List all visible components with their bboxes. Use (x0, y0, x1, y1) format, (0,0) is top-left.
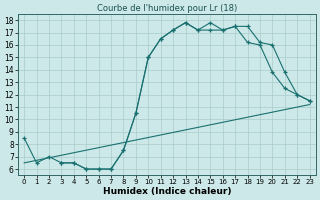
X-axis label: Humidex (Indice chaleur): Humidex (Indice chaleur) (103, 187, 231, 196)
Title: Courbe de l'humidex pour Lr (18): Courbe de l'humidex pour Lr (18) (97, 4, 237, 13)
